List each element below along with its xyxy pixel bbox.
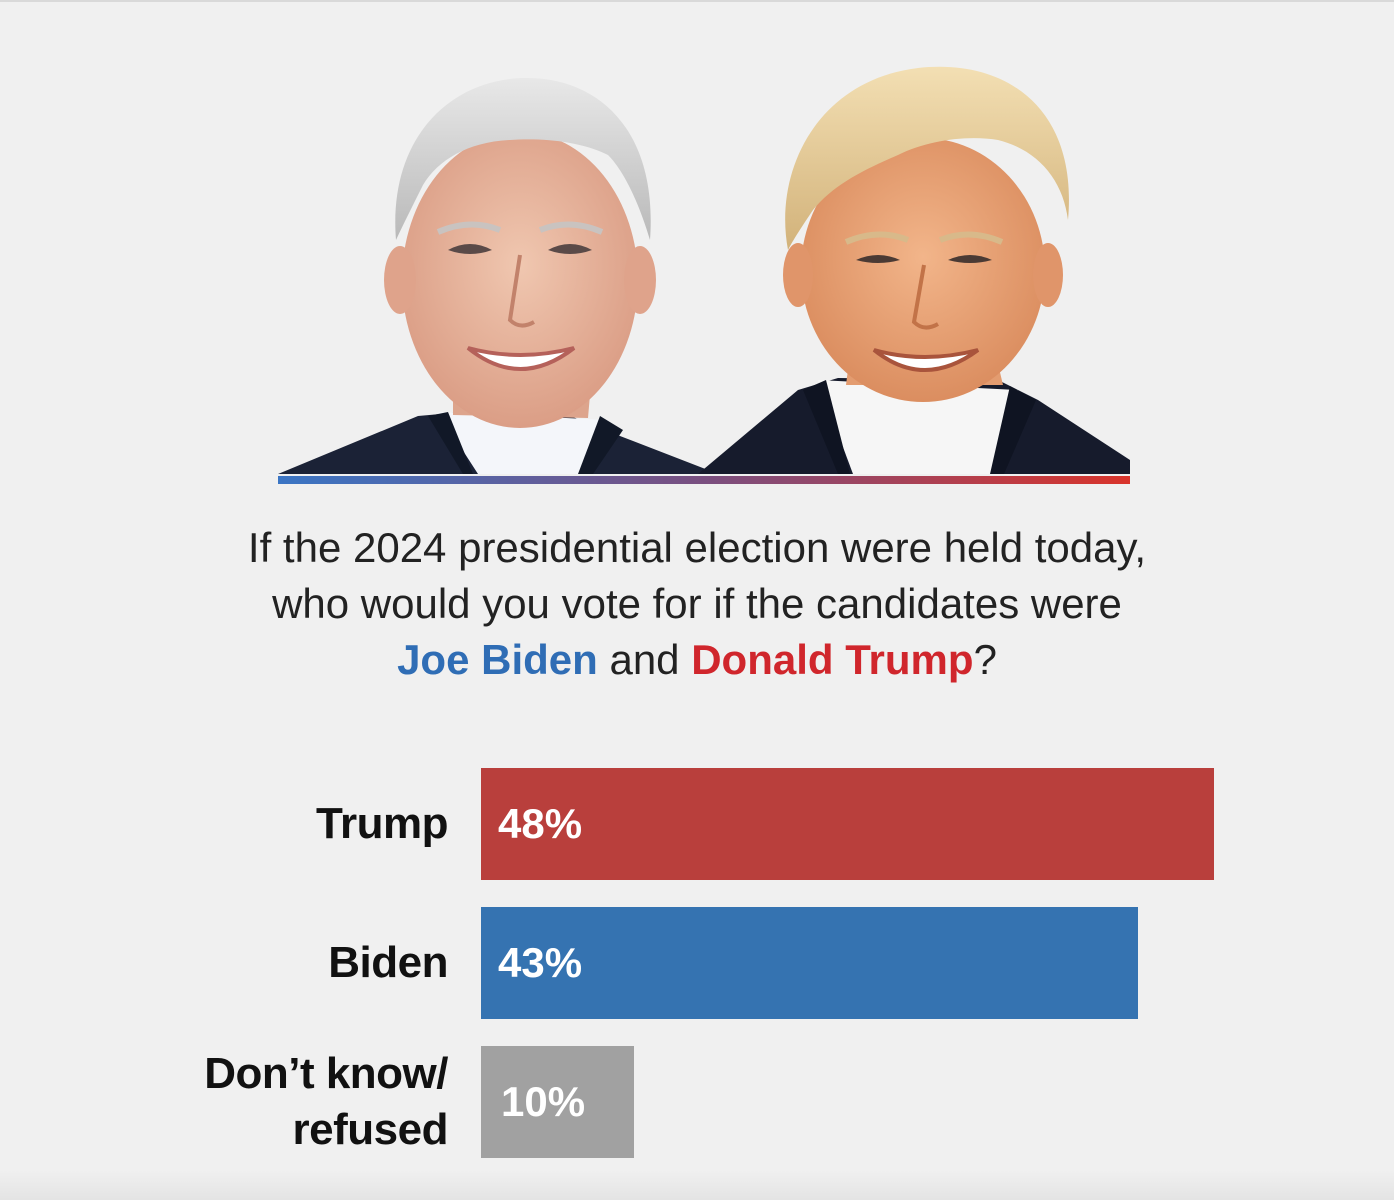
biden-portrait: [278, 77, 708, 474]
question-line-1: If the 2024 presidential election were h…: [247, 524, 1147, 571]
portraits-image: [278, 66, 1130, 484]
question-joiner: and: [597, 636, 692, 683]
bar-value-label: 48%: [498, 800, 583, 847]
trump-portrait: [698, 66, 1130, 474]
gradient-divider: [278, 476, 1130, 484]
question-end: ?: [973, 636, 997, 683]
category-label-line: Trump: [316, 799, 448, 848]
bar-value-label: 10%: [501, 1078, 586, 1125]
bar-trump: [481, 768, 1214, 880]
bar-biden: [481, 907, 1138, 1019]
top-border: [0, 0, 1394, 2]
question-line-2: who would you vote for if the candidates…: [272, 580, 1122, 627]
question-line-3: Joe Biden and Donald Trump?: [100, 632, 1294, 688]
candidate-portraits: [278, 60, 1130, 486]
category-label: Trump: [316, 796, 448, 852]
category-label-line: Don’t know/: [204, 1049, 448, 1098]
bar-don-t-know-refused: [481, 1046, 634, 1158]
category-label-line: Biden: [328, 938, 448, 987]
trump-name: Donald Trump: [691, 636, 974, 683]
category-label: Biden: [328, 935, 448, 991]
bottom-shade: [0, 1170, 1394, 1200]
bar-value-label: 43%: [498, 939, 583, 986]
category-label-line: refused: [292, 1105, 449, 1154]
biden-name: Joe Biden: [397, 636, 598, 683]
poll-question: If the 2024 presidential election were h…: [100, 520, 1294, 688]
category-label: Don’t know/refused: [204, 1046, 448, 1158]
